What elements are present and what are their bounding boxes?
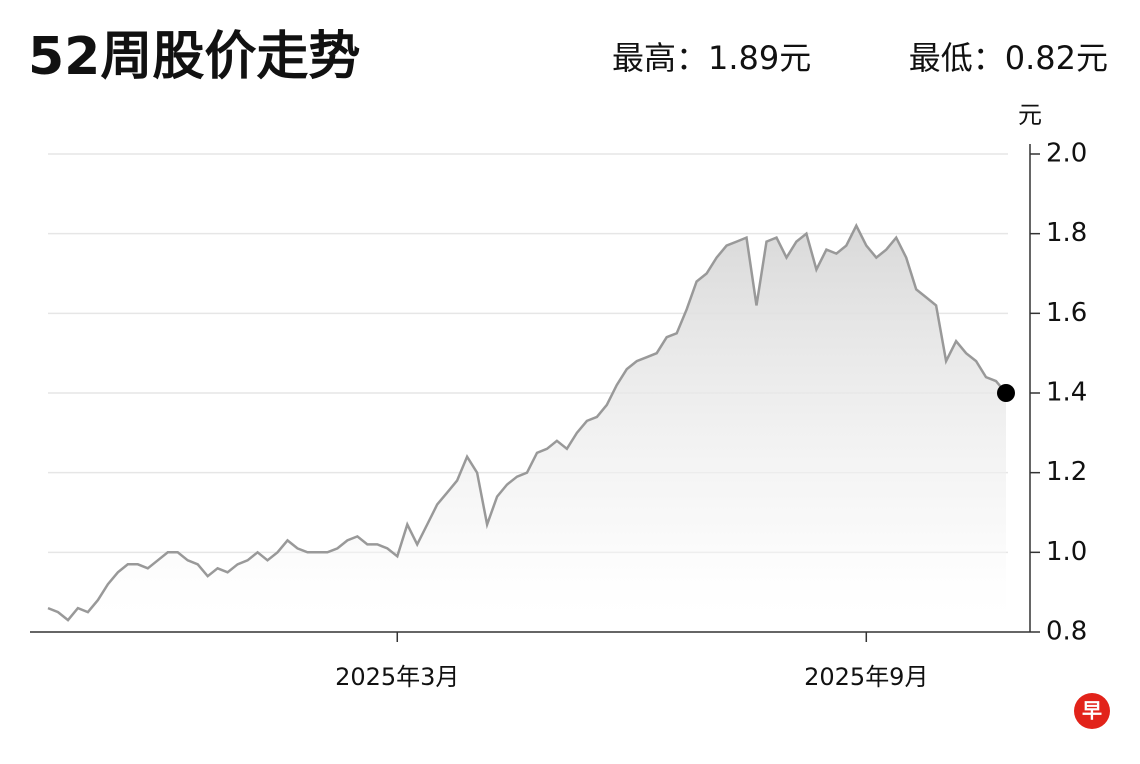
y-tick-label: 2.0 <box>1046 139 1087 169</box>
low-price: 最低：0.82元 <box>909 39 1108 77</box>
x-tick-label: 2025年9月 <box>804 663 928 691</box>
y-tick-label: 1.8 <box>1046 218 1087 248</box>
area <box>48 225 1006 632</box>
chart-title: 52周股价走势 <box>28 27 360 87</box>
logo: 早 <box>1082 699 1102 723</box>
last-point <box>997 384 1015 402</box>
price-line <box>47 222 1007 622</box>
logo-badge <box>1074 693 1110 729</box>
high-price: 最高：1.89元 <box>612 39 811 77</box>
y-tick-label: 1.2 <box>1046 457 1087 487</box>
y-tick-label: 1.4 <box>1046 378 1087 408</box>
y-tick-label: 0.8 <box>1046 617 1087 647</box>
y-unit: 元 <box>1018 101 1042 129</box>
y-tick-label: 1.0 <box>1046 537 1087 567</box>
x-tick-label: 2025年3月 <box>335 663 459 691</box>
y-tick-label: 1.6 <box>1046 298 1087 328</box>
